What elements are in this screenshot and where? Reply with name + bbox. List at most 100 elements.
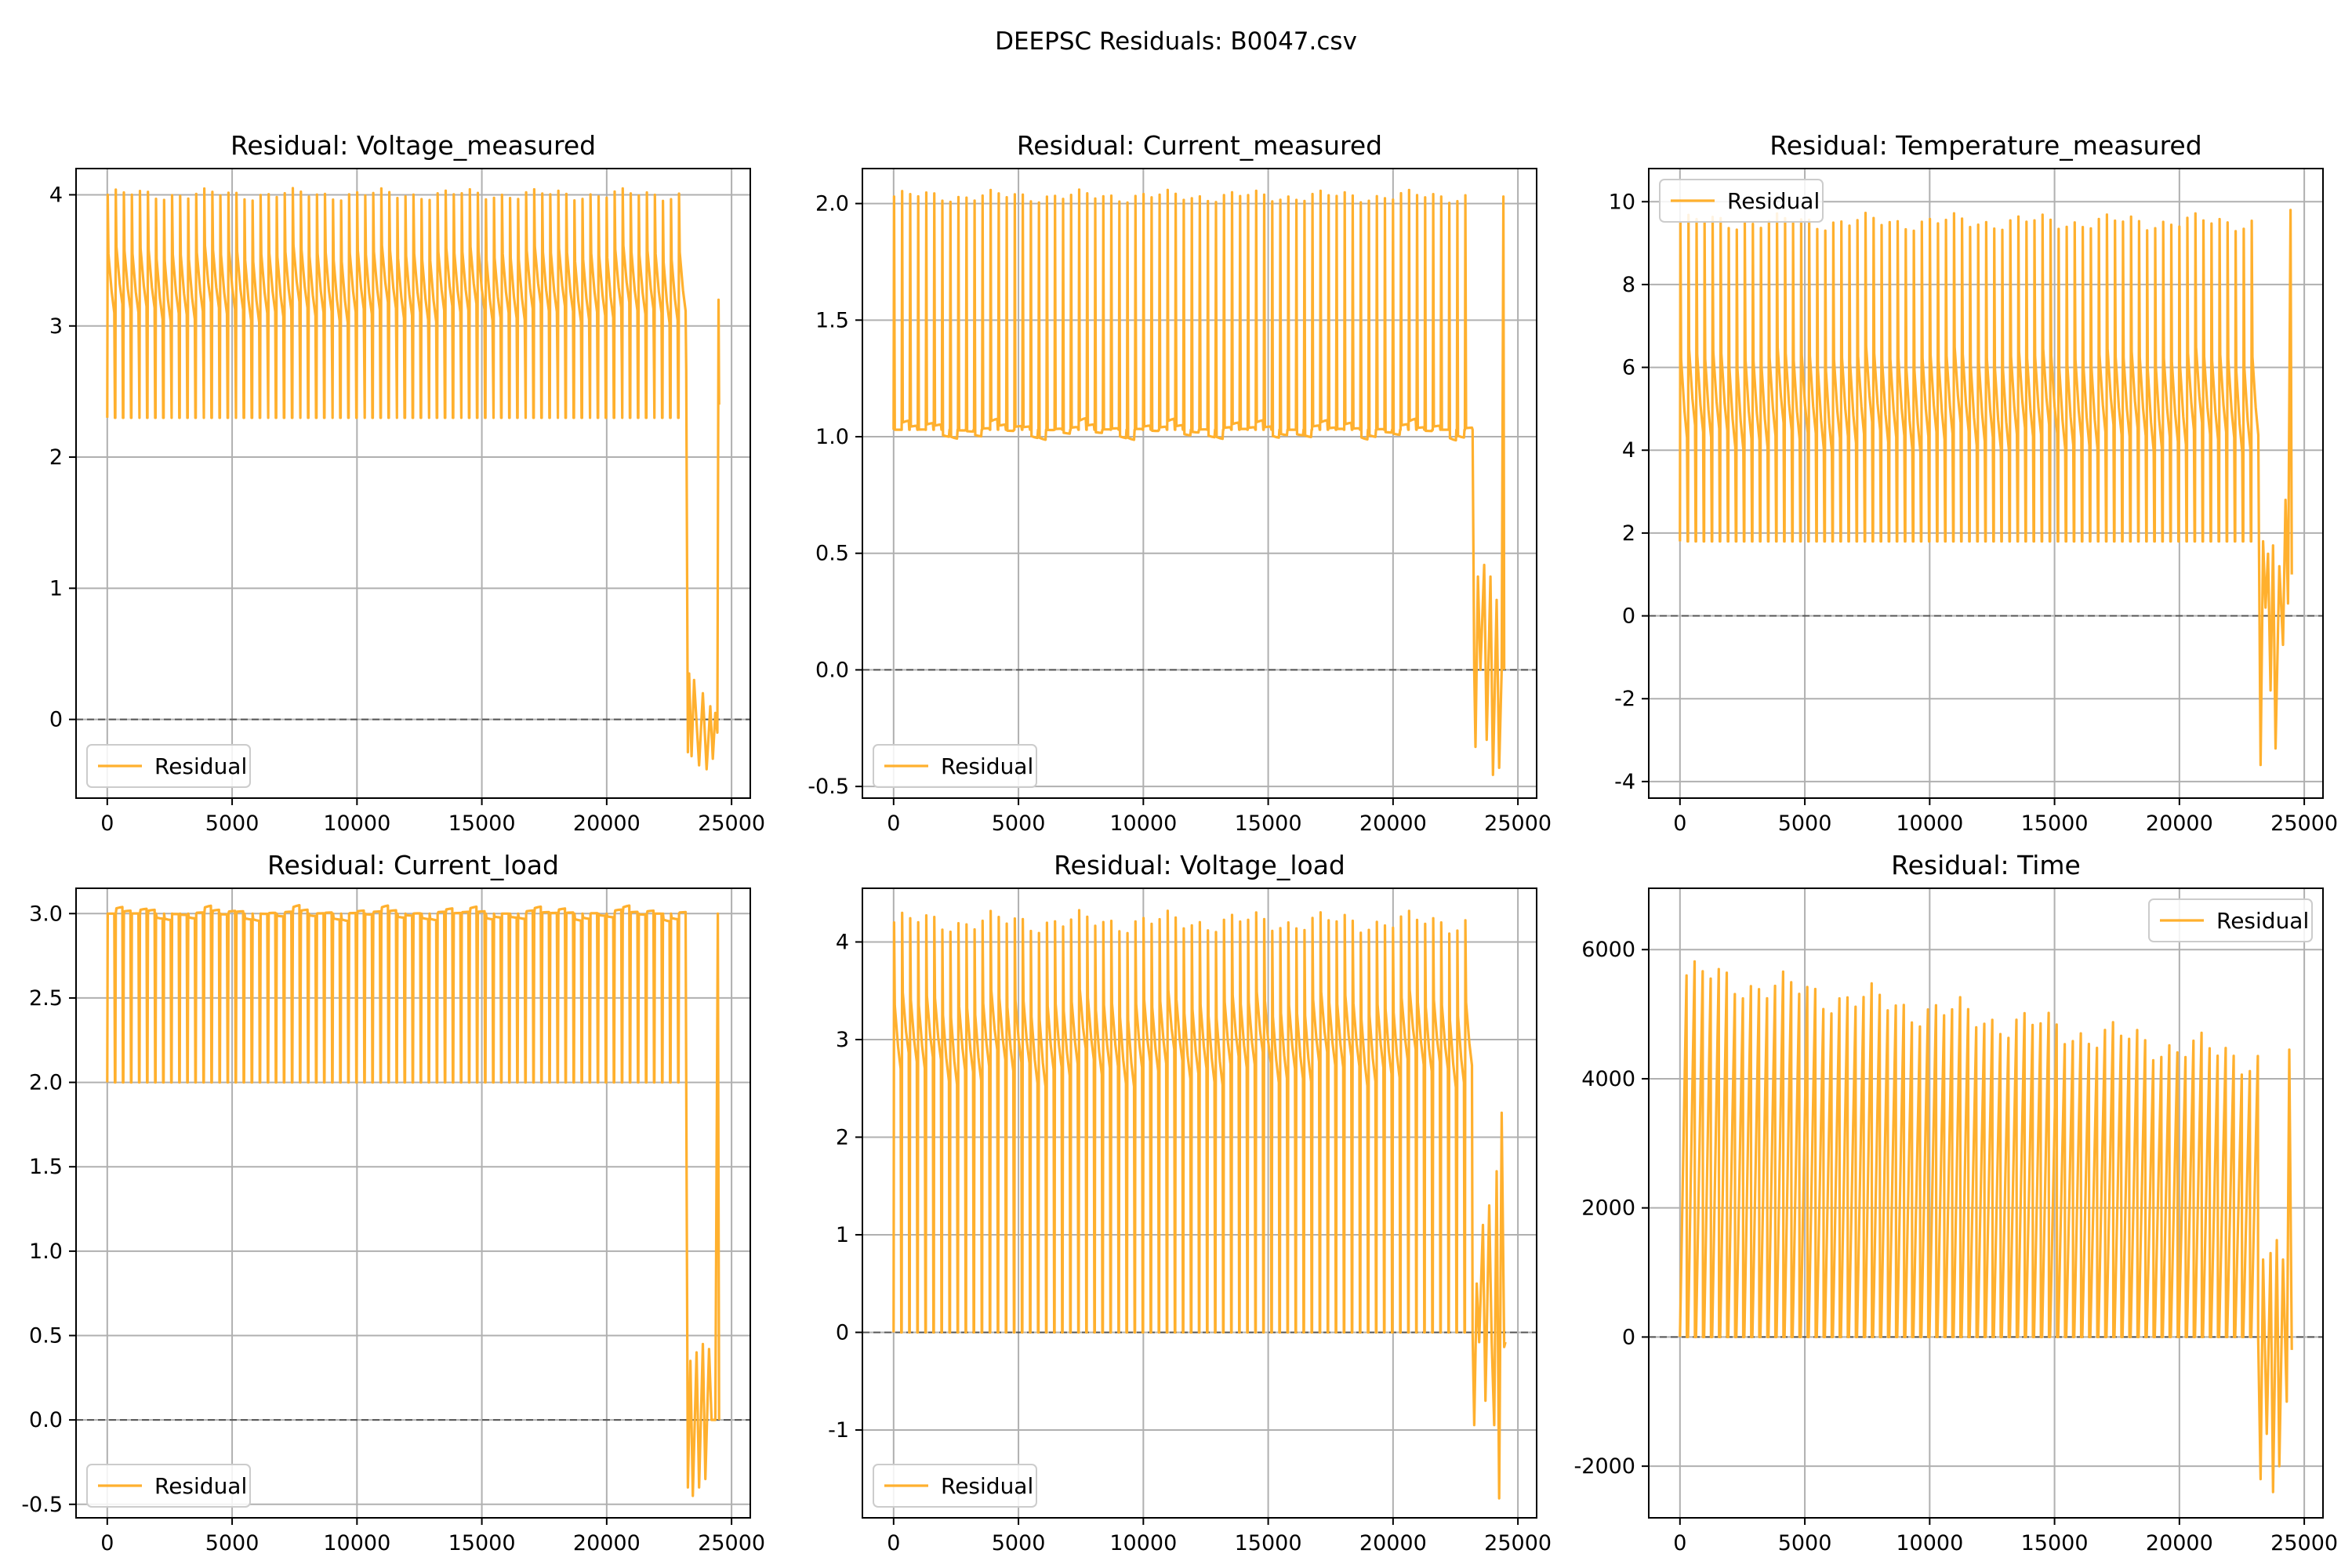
y-tick-label: 0 <box>49 708 63 732</box>
x-tick-label: 25000 <box>2270 1531 2338 1555</box>
residual-series-line <box>892 188 1506 776</box>
y-tick-label: 6000 <box>1581 938 1635 962</box>
legend-label: Residual <box>154 753 247 779</box>
x-tick-label: 10000 <box>1896 811 1963 836</box>
legend-label: Residual <box>1727 188 1820 214</box>
x-tick-label: 0 <box>100 811 114 836</box>
plot-frame <box>862 168 1537 799</box>
x-tick-label: 15000 <box>2021 1531 2089 1555</box>
y-tick-label: 4 <box>836 930 849 954</box>
subplot-5: Residual: Voltage_load 0 5000 10000 15000 200… <box>828 850 1552 1555</box>
y-tick-label: -0.5 <box>21 1493 63 1517</box>
residual-series-line <box>106 187 720 771</box>
x-tick-label: 25000 <box>1484 811 1552 836</box>
legend: Residual <box>1659 179 1824 223</box>
x-tick-label: 15000 <box>1235 1531 1302 1555</box>
x-tick-label: 5000 <box>205 811 260 836</box>
y-tick-label: 1.0 <box>29 1240 63 1264</box>
x-tick-label: 20000 <box>573 811 641 836</box>
y-tick-label: 0 <box>836 1320 849 1345</box>
y-tick-label: 0 <box>1622 604 1635 629</box>
x-tick-label: 5000 <box>1778 811 1832 836</box>
y-tick-label: 0.0 <box>29 1408 63 1432</box>
subplot-title: Residual: Voltage_measured <box>230 130 596 161</box>
plot-frame <box>75 168 751 799</box>
plot-frame <box>1648 168 2324 799</box>
y-tick-label: 4 <box>49 183 63 207</box>
subplot-2: Residual: Current_measured 0 5000 10000 1500… <box>808 130 1552 836</box>
x-tick-label: 0 <box>1673 1531 1686 1555</box>
x-tick-label: 0 <box>1673 811 1686 836</box>
legend: Residual <box>86 1464 251 1508</box>
plot-frame <box>1648 887 2324 1519</box>
plot-frame <box>75 887 751 1519</box>
y-tick-label: -0.5 <box>808 775 849 799</box>
legend: Residual <box>873 1464 1037 1508</box>
x-tick-label: 5000 <box>1778 1531 1832 1555</box>
x-tick-label: 10000 <box>1896 1531 1963 1555</box>
y-tick-label: 2.5 <box>29 986 63 1011</box>
y-tick-label: 1 <box>49 576 63 601</box>
y-tick-label: 0 <box>1622 1325 1635 1349</box>
legend: Residual <box>2148 898 2313 942</box>
x-tick-label: 15000 <box>2021 811 2089 836</box>
x-tick-label: 20000 <box>2146 811 2213 836</box>
x-tick-label: 20000 <box>573 1531 641 1555</box>
legend-box <box>873 744 1037 788</box>
y-tick-label: 3 <box>836 1028 849 1052</box>
y-tick-label: 3.0 <box>29 902 63 926</box>
y-tick-label: 2.0 <box>29 1071 63 1095</box>
x-tick-label: 10000 <box>323 1531 390 1555</box>
legend-box <box>1659 179 1824 223</box>
subplot-title: Residual: Current_measured <box>1017 130 1382 161</box>
y-tick-label: 4 <box>1622 438 1635 463</box>
residual-series-line <box>106 904 720 1497</box>
x-tick-label: 0 <box>887 811 900 836</box>
y-tick-label: 2 <box>836 1125 849 1149</box>
legend-label: Residual <box>941 753 1033 779</box>
x-tick-label: 0 <box>887 1531 900 1555</box>
x-tick-label: 20000 <box>2146 1531 2213 1555</box>
x-tick-label: 10000 <box>1109 1531 1177 1555</box>
x-tick-label: 25000 <box>2270 811 2338 836</box>
subplot-title: Residual: Voltage_load <box>1054 850 1345 880</box>
x-tick-label: 25000 <box>1484 1531 1552 1555</box>
y-tick-label: 1 <box>836 1223 849 1247</box>
legend-box <box>2148 898 2313 942</box>
y-tick-label: 8 <box>1622 273 1635 297</box>
y-tick-label: 1.0 <box>815 425 849 449</box>
x-tick-label: 0 <box>100 1531 114 1555</box>
x-tick-label: 15000 <box>448 1531 516 1555</box>
residual-series-line <box>1679 209 2293 767</box>
y-tick-label: 3 <box>49 314 63 339</box>
y-tick-label: 1.5 <box>815 308 849 332</box>
y-tick-label: 2.0 <box>815 192 849 216</box>
x-tick-label: 5000 <box>992 1531 1046 1555</box>
x-tick-label: 10000 <box>1109 811 1177 836</box>
x-tick-label: 10000 <box>323 811 390 836</box>
legend-box <box>86 744 251 788</box>
y-tick-label: 2 <box>1622 521 1635 546</box>
x-tick-label: 25000 <box>698 1531 765 1555</box>
y-tick-label: 1.5 <box>29 1155 63 1179</box>
legend-box <box>86 1464 251 1508</box>
legend-label: Residual <box>941 1473 1033 1499</box>
residual-series-line <box>1679 960 2293 1494</box>
x-tick-label: 15000 <box>448 811 516 836</box>
y-tick-label: 10 <box>1609 190 1635 214</box>
y-tick-label: -1 <box>828 1418 849 1443</box>
legend-label: Residual <box>154 1473 247 1499</box>
x-tick-label: 5000 <box>992 811 1046 836</box>
y-tick-label: 0.5 <box>815 542 849 566</box>
residual-series-line <box>892 909 1507 1500</box>
y-tick-label: 2000 <box>1581 1196 1635 1221</box>
plot-frame <box>862 887 1537 1519</box>
subplot-title: Residual: Time <box>1891 850 2081 880</box>
x-tick-label: 5000 <box>205 1531 260 1555</box>
y-tick-label: -4 <box>1614 770 1635 794</box>
y-tick-label: 0.0 <box>815 658 849 682</box>
legend-box <box>873 1464 1037 1508</box>
x-tick-label: 20000 <box>1359 1531 1427 1555</box>
